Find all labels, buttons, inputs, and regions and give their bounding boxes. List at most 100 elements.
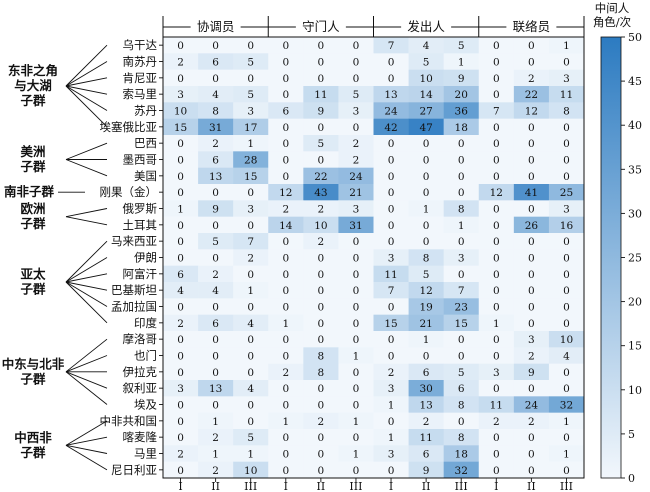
cell-value: 0 [423,187,430,199]
cell-value: 0 [388,334,395,346]
cell-value: 0 [388,171,395,183]
cell-value: 0 [563,171,570,183]
country-label: 苏丹 [134,104,157,118]
cell-value: 0 [493,334,500,346]
cell-value: 0 [282,57,289,69]
cell-value: 10 [314,220,327,232]
cell-value: 0 [563,57,570,69]
cell-value: 5 [247,57,254,69]
cell-value: 0 [282,285,289,297]
heatmap-cell [163,151,199,168]
heatmap-cell [513,331,550,348]
heatmap-cell [443,86,480,103]
cell-value: 0 [493,220,500,232]
heatmap-cell [408,445,444,462]
heatmap-cell [478,233,515,250]
group-label: 东非之角与大湖子群 [8,63,58,108]
cell-value: 8 [318,367,325,379]
cell-value: 3 [247,106,254,118]
cell-value: 0 [177,236,184,248]
group-label: 美洲子群 [20,144,46,174]
heatmap-cell [233,314,269,332]
heatmap-cell [338,184,374,201]
heatmap-cell [233,151,269,168]
cell-value: 2 [528,351,535,363]
cell-value: 1 [493,318,500,330]
heatmap-cell [548,37,585,54]
heatmap-cell [268,298,304,315]
group-connector [65,85,108,128]
heatmap-cell [338,37,374,54]
heatmap-cell [303,200,339,217]
heatmap-cell [198,429,234,446]
role-label: 联络员 [513,19,551,34]
cell-value: 0 [493,465,500,477]
heatmap-cell [408,298,444,315]
heatmap-cell [548,184,585,201]
cell-value: 1 [177,204,184,216]
heatmap-cell [373,396,409,413]
heatmap-cell [163,265,199,283]
cell-value: 7 [458,285,465,297]
group-label: 亚太子群 [20,267,46,297]
heatmap-cell [233,53,269,70]
tier-label: III [349,480,362,492]
heatmap-cell [373,429,409,446]
cell-value: 25 [560,187,573,199]
cell-value: 0 [423,220,430,232]
cell-value: 3 [563,73,570,85]
cell-value: 0 [318,302,325,314]
tier-label: III [560,480,573,492]
cell-value: 0 [247,40,254,52]
heatmap-cell [268,331,304,348]
heatmap-cell [408,412,444,430]
cell-value: 16 [560,220,574,232]
cell-value: 4 [177,285,184,297]
heatmap-cell [268,102,304,119]
cell-value: 0 [177,351,184,363]
heatmap-cell [443,282,480,299]
colorbar-tick-label: 35 [628,163,642,176]
cell-value: 41 [525,187,538,199]
cell-value: 0 [353,432,360,444]
cell-value: 0 [528,57,535,69]
group-connector [65,436,108,446]
tier-label: III [455,480,468,492]
cell-value: 9 [528,367,535,379]
cell-value: 0 [353,122,360,134]
cell-value: 0 [282,400,289,412]
country-label: 巴西 [134,136,157,150]
heatmap-cell [548,363,585,381]
cell-value: 0 [528,318,535,330]
cell-value: 1 [563,416,570,428]
cell-value: 4 [212,89,219,101]
heatmap-cell [548,461,585,479]
group-connector [65,371,108,405]
cell-value: 0 [528,138,535,150]
cell-value: 0 [563,253,570,265]
group-connector [65,208,108,218]
cell-value: 15 [384,318,397,330]
cell-value: 12 [525,106,538,118]
cell-value: 32 [455,465,468,477]
heatmap-cell [233,135,269,152]
heatmap-cell [163,118,199,136]
heatmap-cell [163,331,199,348]
cell-value: 0 [177,465,184,477]
cell-value: 0 [528,204,535,216]
heatmap-cell [163,86,199,103]
cell-value: 15 [174,122,187,134]
cell-value: 0 [282,253,289,265]
cell-value: 5 [458,40,465,52]
heatmap-cell [548,167,585,185]
cell-value: 0 [353,236,360,248]
heatmap-cell [303,184,339,201]
cell-value: 5 [353,89,360,101]
cell-value: 0 [318,465,325,477]
cell-value: 0 [177,253,184,265]
heatmap-cell [233,331,269,348]
heatmap-cell [233,265,269,283]
heatmap-cell [198,265,234,283]
country-label: 巴基斯坦 [111,283,157,297]
heatmap-cell [478,412,515,430]
